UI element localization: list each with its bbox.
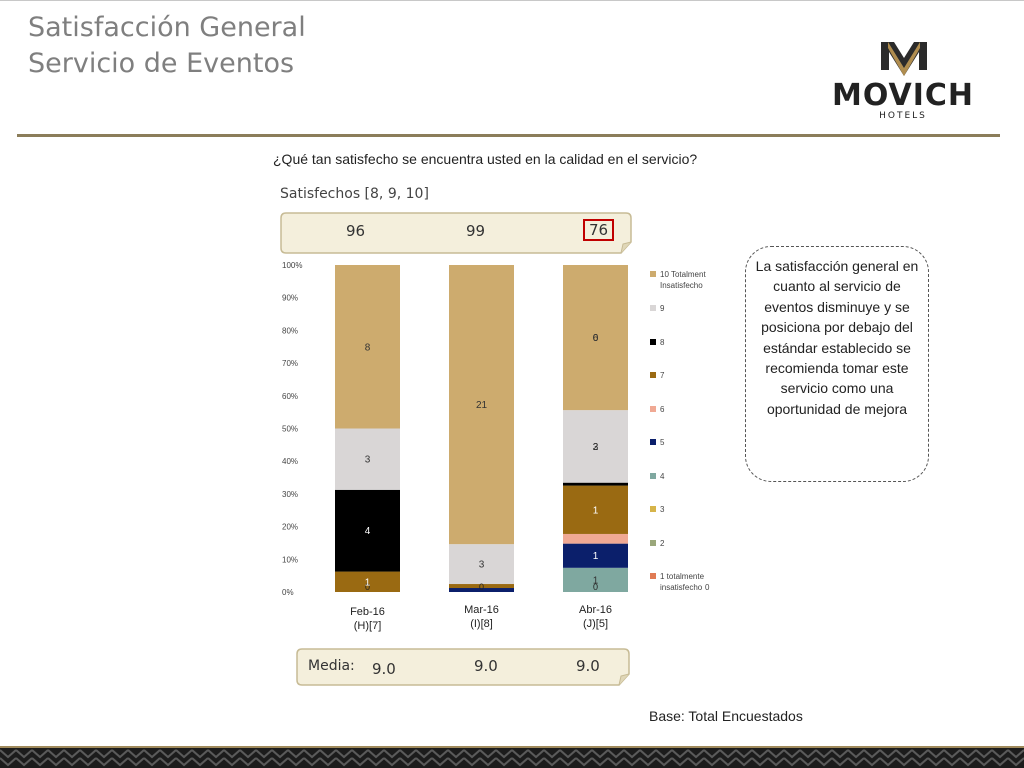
bar-segment — [335, 489, 400, 572]
legend-label: 4 — [660, 472, 665, 481]
x-category-label: Feb-16 — [350, 606, 385, 618]
satisfied-value-feb: 96 — [346, 222, 366, 240]
legend-label: 5 — [660, 438, 665, 447]
logo-brand: MOVICH — [832, 78, 974, 113]
y-tick-label: 10% — [282, 555, 298, 564]
legend-swatch — [650, 473, 656, 479]
title-line-2: Servicio de Eventos — [28, 48, 295, 79]
y-tick-label: 90% — [282, 294, 298, 303]
media-value-feb: 9.0 — [372, 660, 396, 678]
data-label: 0 — [479, 582, 484, 592]
satisfied-banner — [280, 212, 632, 254]
legend-label: 7 — [660, 371, 665, 380]
media-value-mar: 9.0 — [474, 657, 498, 675]
media-banner — [296, 648, 630, 686]
y-tick-label: 40% — [282, 457, 298, 466]
y-tick-label: 100% — [282, 261, 302, 270]
data-label: 0 — [593, 582, 598, 592]
data-label: 3 — [593, 442, 599, 453]
y-tick-label: 30% — [282, 490, 298, 499]
bar-segment — [449, 265, 514, 545]
legend-swatch — [650, 573, 656, 579]
bar-segment — [563, 567, 628, 592]
media-label: Media: — [308, 658, 355, 674]
legend-swatch — [650, 540, 656, 546]
base-note: Base: Total Encuestados — [649, 708, 803, 724]
data-label: 0 — [365, 582, 370, 592]
bar-segment — [563, 410, 628, 483]
satisfied-label: Satisfechos [8, 9, 10] — [280, 186, 429, 202]
stacked-bar-chart: 0%10%20%30%40%50%60%70%80%90%100%01438Fe… — [282, 261, 710, 632]
legend-swatch — [650, 339, 656, 345]
legend-label: 10 Totalment Insatisfecho — [660, 270, 706, 290]
legend-label: 2 — [660, 539, 665, 548]
legend-swatch — [650, 305, 656, 311]
y-tick-label: 60% — [282, 392, 298, 401]
data-label: 1 — [593, 551, 599, 562]
survey-question: ¿Qué tan satisfecho se encuentra usted e… — [273, 151, 698, 167]
legend-label: 6 — [660, 405, 665, 414]
bar-segment — [449, 584, 514, 589]
page-title: Satisfacción General Servicio de Eventos — [28, 10, 306, 82]
data-label: 0 — [593, 333, 599, 344]
header-divider — [17, 134, 1000, 137]
bar-segment — [563, 543, 628, 568]
y-tick-label: 20% — [282, 523, 298, 532]
bar-segment — [335, 265, 400, 429]
legend-swatch — [650, 439, 656, 445]
bar-segment — [563, 485, 628, 534]
legend-swatch — [650, 372, 656, 378]
y-tick-label: 50% — [282, 425, 298, 434]
data-label: 1 — [593, 505, 599, 516]
bar-segment — [335, 428, 400, 490]
insight-callout: La satisfacción general en cuanto al ser… — [745, 246, 929, 482]
data-label: 3 — [365, 455, 371, 466]
y-tick-label: 80% — [282, 326, 298, 335]
bar-segment — [563, 533, 628, 544]
y-tick-label: 70% — [282, 359, 298, 368]
data-label: 2 — [593, 442, 599, 453]
logo-sub: HOTELS — [879, 111, 927, 121]
legend-extra-label: 0 — [705, 583, 710, 592]
data-label: 6 — [593, 333, 599, 344]
legend-label: 8 — [660, 338, 665, 347]
data-label: 1 — [593, 575, 599, 586]
data-label: 21 — [476, 400, 488, 411]
bar-segment — [449, 588, 514, 592]
satisfied-value-abr: 76 — [583, 219, 615, 241]
legend-swatch — [650, 506, 656, 512]
data-label: 3 — [479, 560, 485, 571]
legend-swatch — [650, 271, 656, 277]
media-value-abr: 9.0 — [576, 657, 600, 675]
bar-segment — [335, 571, 400, 592]
data-label: 1 — [365, 577, 371, 588]
legend-swatch — [650, 406, 656, 412]
bar-segment — [563, 265, 628, 411]
top-rule — [0, 0, 1024, 1]
data-label: 8 — [365, 342, 371, 353]
legend-label: 3 — [660, 505, 665, 514]
legend-label: 1 totalmente insatisfecho — [660, 572, 705, 592]
y-tick-label: 0% — [282, 588, 294, 597]
legend-label: 9 — [660, 304, 665, 313]
bar-segment — [563, 482, 628, 486]
movich-logo: MOVICH HOTELS — [832, 42, 974, 121]
satisfied-value-mar: 99 — [466, 222, 486, 240]
x-category-sublabel: (J)[5] — [583, 618, 608, 630]
x-category-sublabel: (I)[8] — [470, 618, 493, 630]
data-label: 4 — [365, 526, 371, 537]
x-category-sublabel: (H)[7] — [354, 620, 382, 632]
title-line-1: Satisfacción General — [28, 12, 306, 43]
x-category-label: Mar-16 — [464, 604, 499, 616]
x-category-label: Abr-16 — [579, 604, 612, 616]
footer-pattern — [0, 746, 1024, 768]
bar-segment — [449, 544, 514, 585]
